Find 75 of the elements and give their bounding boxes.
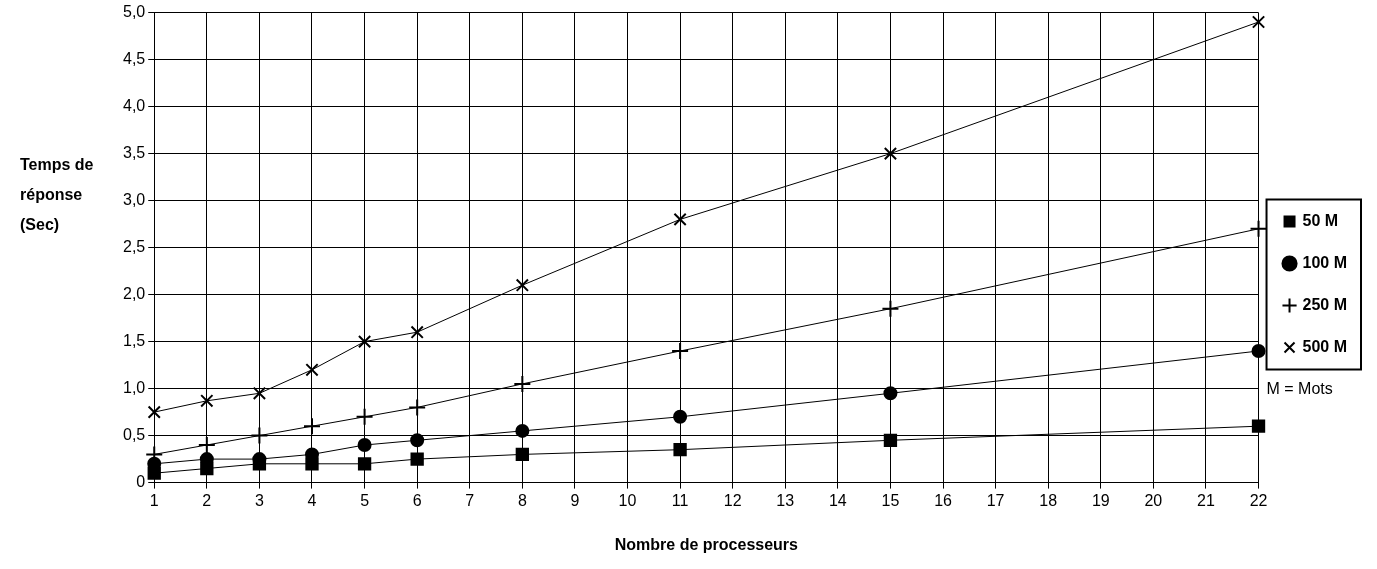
point xyxy=(673,443,687,457)
legend-label: 250 M xyxy=(1302,295,1347,313)
x-tick-label: 4 xyxy=(307,491,317,509)
x-tick-label: 22 xyxy=(1249,491,1268,509)
point xyxy=(408,398,427,417)
point xyxy=(515,278,529,292)
point xyxy=(515,423,530,438)
x-tick-label: 6 xyxy=(412,491,422,509)
y-tick-label: 3,0 xyxy=(122,191,146,209)
x-tick-label: 7 xyxy=(465,491,475,509)
x-tick-label: 16 xyxy=(934,491,953,509)
x-tick-label: 19 xyxy=(1091,491,1110,509)
y-tick-label: 4,0 xyxy=(122,97,146,115)
legend-label: 100 M xyxy=(1302,253,1347,271)
x-tick-label: 18 xyxy=(1039,491,1058,509)
point xyxy=(200,461,214,476)
point xyxy=(673,409,688,424)
point xyxy=(883,146,898,161)
point xyxy=(410,325,424,339)
y-tick-label: 0 xyxy=(136,473,146,491)
y-tick-label: 0,5 xyxy=(122,426,146,444)
point xyxy=(252,457,267,471)
text: M = Mots xyxy=(1266,379,1333,397)
x-tick-label: 1 xyxy=(149,491,159,509)
x-tick-label: 10 xyxy=(618,491,637,509)
point xyxy=(673,212,687,227)
x-tick-label: 17 xyxy=(986,491,1005,509)
point xyxy=(1251,344,1266,358)
x-tick-label: 21 xyxy=(1197,491,1215,509)
point xyxy=(1249,219,1268,238)
point xyxy=(305,363,319,377)
point xyxy=(515,447,529,462)
point xyxy=(883,433,898,447)
x-tick-label: 15 xyxy=(881,491,900,509)
point xyxy=(147,466,161,480)
point xyxy=(355,407,374,426)
y-axis-title: Temps de réponse (Sec) xyxy=(20,155,95,235)
y-tick-label: 1,0 xyxy=(122,379,146,397)
x-tick-label: 2 xyxy=(202,491,212,509)
x-tick-label: 12 xyxy=(723,491,742,509)
point xyxy=(147,405,161,419)
point xyxy=(200,394,214,408)
point xyxy=(1251,15,1266,29)
point xyxy=(410,433,425,448)
point xyxy=(197,436,216,454)
legend-label: 50 M xyxy=(1302,211,1339,229)
x-tick-label: 13 xyxy=(776,491,795,509)
legend-label: 500 M xyxy=(1302,337,1347,355)
point xyxy=(305,457,319,471)
x-tick-label: 14 xyxy=(828,491,847,509)
x-tick-label: 5 xyxy=(360,491,370,509)
y-tick-label: 2,5 xyxy=(122,238,146,256)
point xyxy=(1251,419,1266,433)
point xyxy=(250,426,269,445)
point xyxy=(883,386,898,401)
point xyxy=(303,417,321,436)
x-axis-title: Nombre de processeurs xyxy=(614,535,799,553)
point xyxy=(357,457,372,471)
point xyxy=(410,452,424,466)
x-tick-label: 3 xyxy=(254,491,264,509)
x-tick-label: 11 xyxy=(671,491,689,509)
point xyxy=(357,334,372,349)
y-tick-label: 3,5 xyxy=(122,144,146,162)
x-tick-label: 8 xyxy=(517,491,527,509)
point xyxy=(513,374,532,393)
x-tick-label: 20 xyxy=(1144,491,1163,509)
point xyxy=(881,299,900,318)
point xyxy=(357,438,372,452)
point xyxy=(252,386,267,400)
y-tick-label: 5,0 xyxy=(122,3,146,21)
x-tick-label: 9 xyxy=(570,491,580,509)
y-tick-label: 2,0 xyxy=(122,285,146,303)
point xyxy=(671,342,690,360)
y-tick-label: 1,5 xyxy=(122,332,146,350)
y-tick-label: 4,5 xyxy=(122,50,146,68)
